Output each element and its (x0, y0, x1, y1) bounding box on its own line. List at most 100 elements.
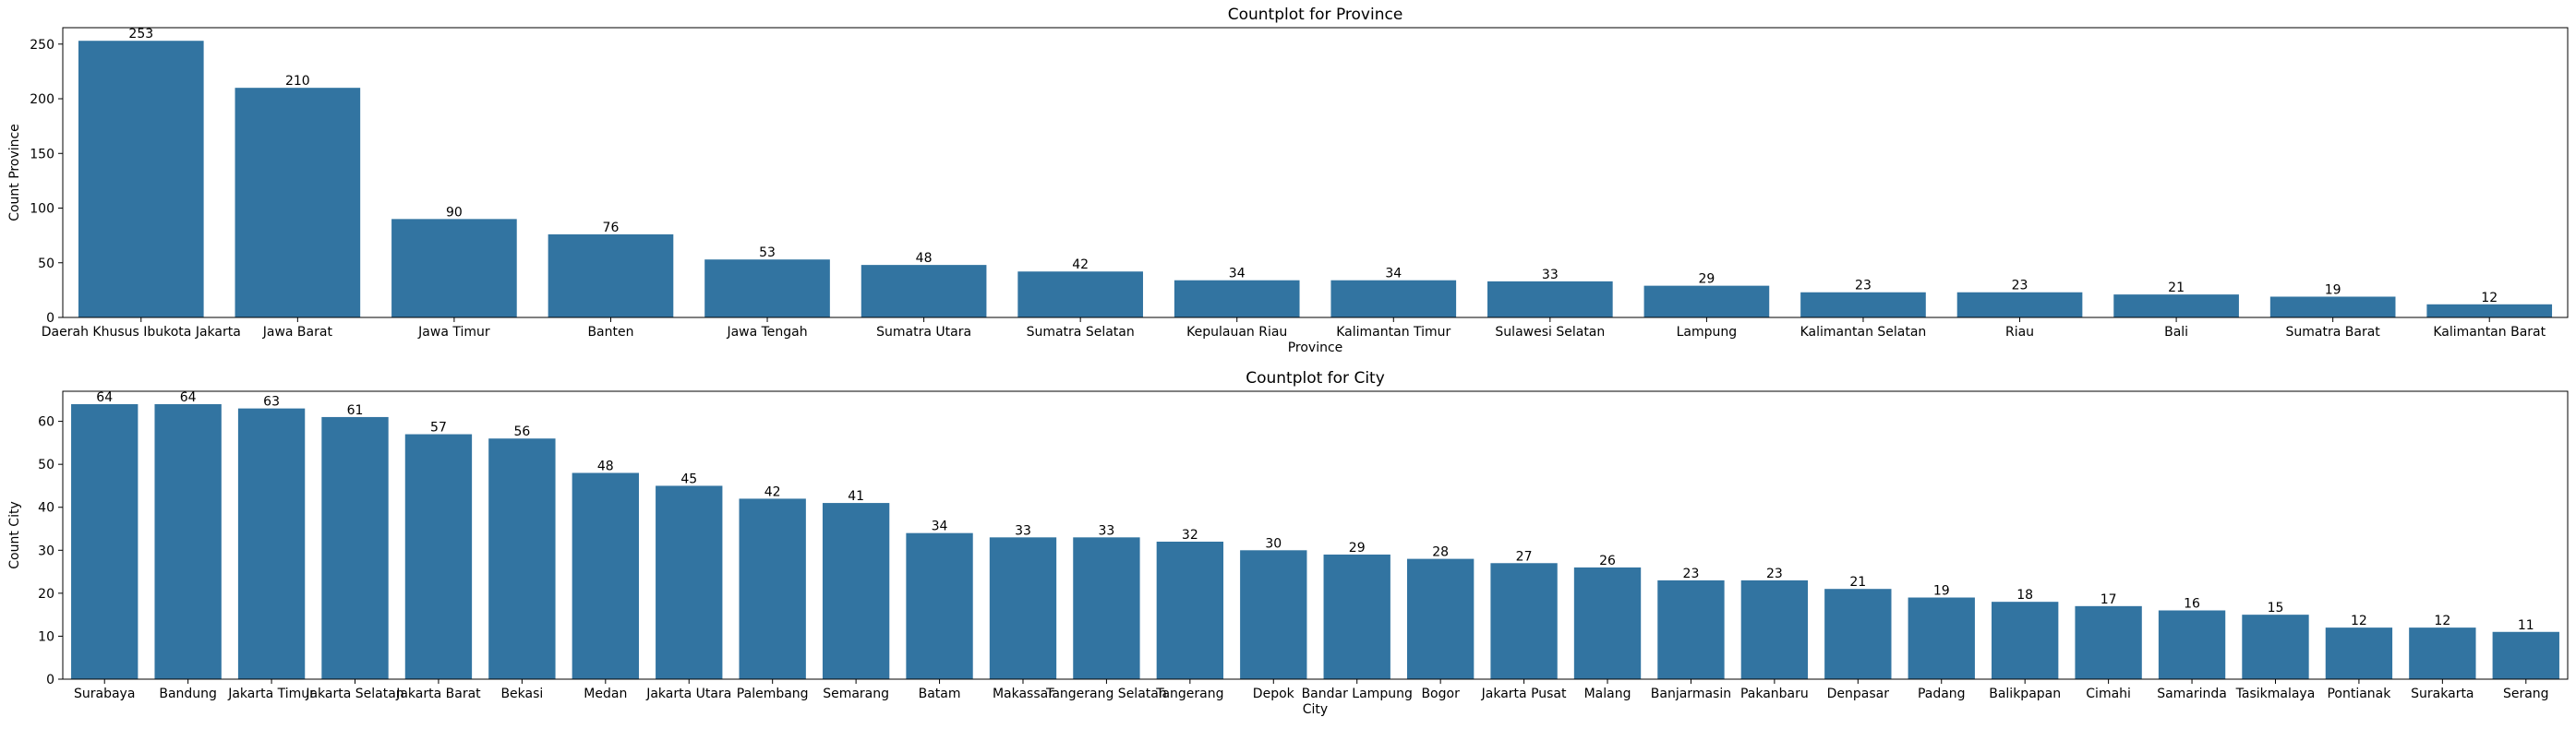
province-bar-value-label: 253 (128, 27, 153, 42)
province-bar (1643, 285, 1770, 317)
city-bar-value-label: 63 (263, 395, 280, 410)
city-x-tick-label: Bandar Lampung (1302, 687, 1413, 701)
city-bar-value-label: 28 (1432, 545, 1449, 560)
city-bar (1406, 558, 1475, 679)
province-x-tick-label: Sumatra Selatan (1027, 325, 1135, 340)
province-bar-value-label: 210 (285, 74, 310, 89)
province-x-tick-label: Bali (2164, 325, 2188, 340)
city-bar-value-label: 57 (430, 421, 447, 436)
city-bar (1573, 567, 1642, 679)
city-countplot: Countplot for City 64 64 63 61 57 56 48 45 42 41 34… (7, 369, 2569, 717)
city-axes-frame (62, 390, 2569, 680)
city-bar-value-label: 17 (2101, 592, 2117, 607)
city-y-tick-label: 50 (38, 458, 54, 472)
city-x-tick-label: Padang (1918, 687, 1966, 701)
city-x-tick-label: Tangerang (1155, 687, 1223, 701)
city-bar-value-label: 27 (1516, 549, 1533, 564)
province-x-tick-label: Sumatra Utara (876, 325, 971, 340)
province-bar-value-label: 90 (446, 205, 463, 220)
city-bar (488, 438, 556, 679)
city-x-tick-label: Makassar (993, 687, 1053, 701)
city-x-tick-label: Samarinda (2157, 687, 2227, 701)
city-bar-value-label: 42 (764, 484, 781, 499)
city-y-tick-label: 40 (38, 501, 54, 516)
province-bar (1956, 292, 2083, 317)
city-bar-value-label: 48 (597, 459, 614, 473)
province-bar-value-label: 42 (1072, 257, 1089, 272)
province-bar (1330, 280, 1457, 317)
city-x-tick-label: Batam (919, 687, 961, 701)
province-bar (1487, 281, 1613, 317)
city-bar-value-label: 64 (96, 390, 113, 405)
city-bar (404, 434, 473, 679)
city-y-tick-label: 30 (38, 544, 54, 558)
city-x-tick-label: Malang (1584, 687, 1631, 701)
city-bar (2325, 627, 2393, 679)
province-bar-value-label: 53 (759, 245, 776, 260)
province-bar (1174, 280, 1300, 317)
city-bar-value-label: 19 (1933, 584, 1950, 599)
city-bar-value-label: 29 (1349, 541, 1366, 556)
province-x-tick-label: Banten (587, 325, 633, 340)
city-bar-value-label: 23 (1766, 567, 1783, 581)
city-y-tick-label: 60 (38, 415, 54, 430)
city-bar-value-label: 12 (2351, 614, 2367, 628)
city-x-tick-label: Surabaya (74, 687, 135, 701)
province-x-tick-label: Daerah Khusus Ibukota Jakarta (42, 325, 241, 340)
province-chart-title: Countplot for Province (1228, 6, 1403, 24)
city-bar (1657, 580, 1725, 679)
province-bar-value-label: 29 (1698, 272, 1715, 287)
city-bar (2158, 610, 2226, 679)
province-bar (2113, 294, 2239, 317)
city-x-tick-label: Denpasar (1827, 687, 1890, 701)
city-bar-value-label: 45 (680, 472, 697, 486)
province-x-tick-label: Jawa Barat (262, 325, 333, 340)
province-y-tick-label: 50 (38, 257, 54, 271)
province-x-tick-label: Lampung (1677, 325, 1738, 340)
province-bar-value-label: 34 (1229, 267, 1246, 281)
city-bar-value-label: 33 (1099, 523, 1115, 538)
city-bar (321, 416, 389, 679)
city-bar (656, 485, 723, 679)
city-x-tick-label: Tasikmalaya (2235, 687, 2316, 701)
city-x-tick-label: Tangerang Selatan (1045, 687, 1167, 701)
province-bar (704, 259, 830, 317)
province-y-tick-label: 150 (30, 147, 54, 161)
city-x-axis-label: City (1303, 702, 1328, 717)
province-x-tick-label: Kalimantan Barat (2433, 325, 2546, 340)
city-x-tick-label: Jakarta Timur (227, 687, 315, 701)
city-y-tick-label: 0 (46, 673, 54, 687)
province-y-tick-label: 0 (46, 311, 54, 326)
province-bar (2269, 296, 2396, 317)
city-bar-value-label: 12 (2434, 614, 2450, 628)
province-x-tick-label: Jawa Tengah (726, 325, 807, 340)
city-bar-value-label: 18 (2016, 588, 2033, 603)
city-x-tick-label: Palembang (737, 687, 809, 701)
city-bar (1908, 597, 1975, 679)
city-y-axis-label: Count City (7, 501, 22, 568)
city-bar-value-label: 64 (180, 390, 197, 405)
province-bar (2426, 304, 2553, 317)
province-x-tick-label: Kalimantan Timur (1336, 325, 1451, 340)
province-y-tick-label: 100 (30, 202, 54, 217)
city-x-tick-label: Semarang (823, 687, 889, 701)
city-x-tick-label: Pakanbaru (1740, 687, 1809, 701)
city-bar (1740, 580, 1809, 679)
province-x-tick-label: Riau (2005, 325, 2034, 340)
city-bar-value-label: 21 (1849, 575, 1866, 590)
city-bar-value-label: 61 (347, 403, 364, 418)
province-axes-frame (62, 27, 2569, 318)
city-bar (739, 498, 806, 679)
city-bar (1156, 541, 1224, 679)
province-y-tick-label: 200 (30, 92, 54, 107)
city-bar (154, 403, 222, 679)
city-bar-value-label: 11 (2518, 618, 2534, 633)
province-bar (78, 41, 204, 317)
city-bar (989, 537, 1057, 679)
city-x-tick-label: Balikpapan (1989, 687, 2061, 701)
city-x-tick-label: Jakarta Selatan (305, 687, 403, 701)
city-bar (1240, 550, 1307, 679)
city-bar-value-label: 15 (2268, 601, 2284, 615)
province-bar-value-label: 33 (1542, 268, 1559, 282)
